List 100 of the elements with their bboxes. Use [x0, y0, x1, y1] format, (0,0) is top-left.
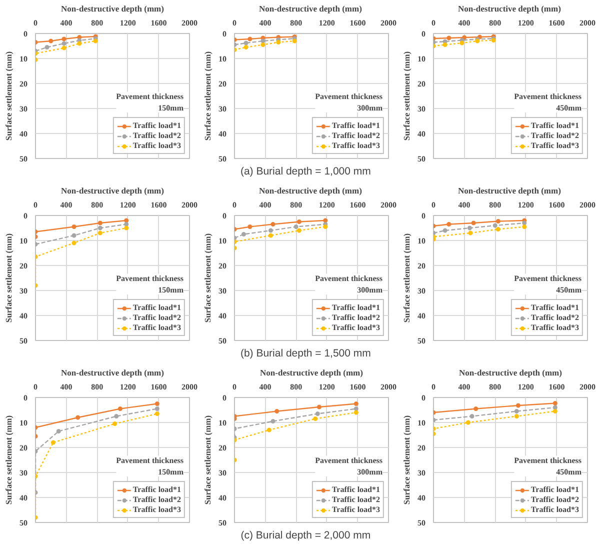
y-axis-title: Surface settlement (mm) — [4, 415, 14, 505]
x-tick-label: 1600 — [350, 382, 366, 392]
y-tick-label: 20 — [418, 80, 426, 88]
x-tick-label: 2000 — [580, 382, 596, 392]
y-tick-label: 10 — [418, 54, 426, 64]
x-tick-label: 800 — [91, 200, 104, 210]
x-tick-label: 0 — [34, 18, 38, 28]
y-tick-label: 50 — [20, 518, 28, 528]
y-tick-label: 10 — [218, 236, 226, 246]
x-tick-label: 0 — [432, 200, 436, 210]
legend-label: Traffic load*3 — [132, 505, 181, 514]
legend-label: Traffic load*3 — [332, 141, 380, 150]
x-tick-label: 1600 — [350, 18, 366, 28]
x-tick-label: 0 — [232, 382, 236, 392]
x-tick-label: 1600 — [150, 200, 167, 210]
x-tick-label: 1200 — [318, 18, 335, 28]
x-axis-title: Non-destructive depth (mm) — [260, 368, 364, 378]
annotation: Pavement thickness 450mm — [514, 274, 582, 294]
x-tick-label: 2000 — [580, 18, 596, 28]
legend-label: Traffic load*2 — [132, 131, 181, 140]
x-axis-title: Non-destructive depth (mm) — [61, 186, 164, 196]
annotation: Pavement thickness 150mm — [116, 274, 184, 294]
y-tick-label: 20 — [418, 444, 426, 452]
x-tick-label: 0 — [34, 200, 38, 210]
x-tick-label: 0 — [232, 200, 236, 210]
legend-label: Traffic load*2 — [530, 131, 579, 140]
x-tick-label: 1200 — [318, 200, 335, 210]
x-tick-label: 800 — [290, 382, 302, 392]
legend-label: Traffic load*3 — [332, 323, 380, 332]
x-tick-label: 1600 — [350, 200, 366, 210]
x-tick-label: 1200 — [518, 382, 534, 392]
y-tick-label: 10 — [20, 418, 28, 428]
text: (c) Burial depth = 2,000 mm — [240, 530, 371, 542]
y-tick-label: 40 — [418, 312, 426, 320]
x-tick-label: 1600 — [548, 18, 565, 28]
y-tick-label: 0 — [222, 212, 226, 220]
x-tick-label: 2000 — [380, 382, 396, 392]
x-tick-label: 1600 — [150, 382, 167, 392]
y-tick-label: 20 — [218, 444, 226, 452]
y-tick-label: 20 — [418, 262, 426, 270]
x-tick-label: 1200 — [518, 18, 534, 28]
y-tick-label: 30 — [20, 468, 28, 478]
legend-label: Traffic load*1 — [132, 485, 181, 494]
x-tick-label: 400 — [60, 200, 72, 210]
legend-label: Traffic load*1 — [132, 121, 181, 130]
x-tick-label: 1600 — [548, 382, 565, 392]
y-tick-label: 50 — [418, 154, 426, 164]
x-tick-label: 1600 — [548, 200, 565, 210]
y-tick-label: 50 — [218, 336, 226, 346]
legend-label: Traffic load*1 — [332, 485, 380, 494]
x-axis-title: Non-destructive depth (mm) — [258, 186, 362, 196]
x-tick-label: 1200 — [518, 200, 534, 210]
legend-label: Traffic load*1 — [530, 121, 579, 130]
legend-label: Traffic load*2 — [332, 131, 380, 140]
y-tick-label: 30 — [418, 286, 426, 296]
legend-label: Traffic load*2 — [530, 495, 579, 504]
y-tick-label: 10 — [20, 236, 28, 246]
legend-label: Traffic load*2 — [132, 495, 181, 504]
x-tick-label: 800 — [91, 18, 104, 28]
x-tick-label: 0 — [432, 382, 436, 392]
x-tick-label: 1200 — [318, 382, 335, 392]
legend-label: Traffic load*3 — [332, 505, 380, 514]
x-tick-label: 2000 — [380, 18, 396, 28]
x-tick-label: 800 — [290, 200, 302, 210]
y-axis-title: Surface settlement (mm) — [202, 51, 212, 141]
y-tick-label: 10 — [418, 418, 426, 428]
legend-label: Traffic load*2 — [332, 313, 380, 322]
legend-label: Traffic load*3 — [132, 323, 181, 332]
y-tick-label: 30 — [418, 104, 426, 114]
x-tick-label: 400 — [458, 18, 470, 28]
y-axis-title: Surface settlement (mm) — [202, 233, 212, 323]
y-tick-label: 50 — [20, 336, 28, 346]
legend-label: Traffic load*3 — [132, 141, 181, 150]
y-tick-label: 50 — [218, 154, 226, 164]
x-tick-label: 2000 — [182, 200, 198, 210]
y-tick-label: 50 — [418, 336, 426, 346]
y-tick-label: 40 — [20, 494, 28, 502]
legend-label: Traffic load*1 — [530, 303, 579, 312]
y-tick-label: 20 — [218, 80, 226, 88]
legend-label: Traffic load*1 — [332, 121, 380, 130]
y-tick-label: 0 — [422, 212, 426, 220]
legend-label: Traffic load*3 — [530, 323, 579, 332]
legend-label: Traffic load*2 — [132, 313, 181, 322]
y-tick-label: 30 — [218, 104, 226, 114]
x-axis-title: Non-destructive depth (mm) — [258, 4, 362, 14]
y-tick-label: 10 — [418, 236, 426, 246]
y-tick-label: 30 — [20, 104, 28, 114]
x-tick-label: 800 — [91, 382, 104, 392]
annotation: Pavement thickness 300mm — [315, 92, 383, 112]
x-tick-label: 0 — [34, 382, 38, 392]
y-tick-label: 0 — [24, 212, 28, 220]
annotation: Pavement thickness 300mm — [315, 456, 383, 476]
x-tick-label: 400 — [458, 382, 470, 392]
y-tick-label: 10 — [218, 418, 226, 428]
text: (b) Burial depth = 1,500 mm — [240, 348, 372, 360]
text: (a) Burial depth = 1,000 mm — [240, 166, 372, 178]
legend-label: Traffic load*1 — [132, 303, 181, 312]
y-axis-title: Surface settlement (mm) — [202, 415, 212, 505]
annotation: Pavement thickness 300mm — [315, 274, 383, 294]
y-tick-label: 0 — [422, 30, 426, 38]
